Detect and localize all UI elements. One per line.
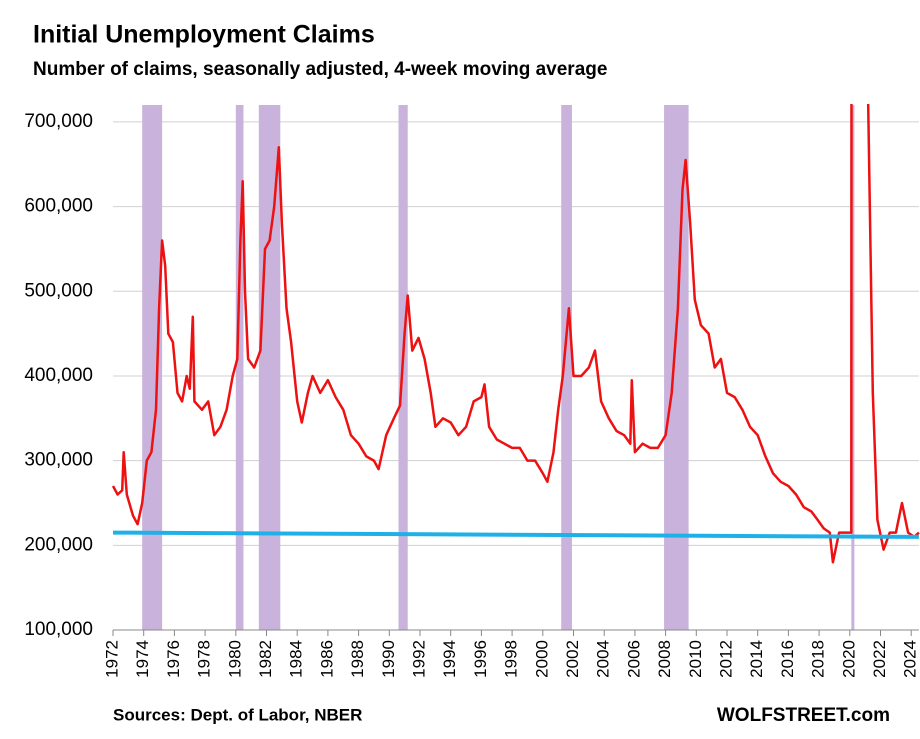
source-note: Sources: Dept. of Labor, NBER xyxy=(113,705,362,724)
brand: WOLFSTREET.com xyxy=(717,705,890,726)
recession-band xyxy=(258,105,281,630)
x-tick-label: 2014 xyxy=(747,640,766,678)
x-tick-label: 1972 xyxy=(102,640,121,678)
x-tick-label: 2006 xyxy=(624,640,643,678)
x-tick-label: 2010 xyxy=(686,640,705,678)
y-tick-label: 700,000 xyxy=(24,111,93,132)
x-tick-label: 1984 xyxy=(287,640,306,678)
x-tick-label: 2024 xyxy=(901,640,920,678)
recession-band xyxy=(664,105,689,630)
x-tick-label: 1980 xyxy=(225,640,244,678)
x-tick-label: 1998 xyxy=(502,640,521,678)
x-tick-label: 1994 xyxy=(440,640,459,678)
x-tick-label: 1974 xyxy=(133,640,152,678)
x-tick-label: 2016 xyxy=(778,640,797,678)
x-tick-label: 1992 xyxy=(409,640,428,678)
recession-band xyxy=(561,105,572,630)
recession-band xyxy=(851,105,855,630)
chart-title: Initial Unemployment Claims xyxy=(33,21,375,49)
x-tick-label: 1990 xyxy=(379,640,398,678)
x-tick-label: 2020 xyxy=(839,640,858,678)
y-tick-label: 100,000 xyxy=(24,619,93,640)
x-tick-label: 2008 xyxy=(655,640,674,678)
x-tick-label: 1976 xyxy=(164,640,183,678)
x-tick-label: 2000 xyxy=(532,640,551,678)
y-tick-label: 400,000 xyxy=(24,365,93,386)
y-tick-label: 300,000 xyxy=(24,450,93,471)
x-tick-label: 1996 xyxy=(471,640,490,678)
series-line xyxy=(112,530,919,539)
x-tick-label: 1978 xyxy=(195,640,214,678)
x-tick-label: 2022 xyxy=(870,640,889,678)
y-tick-label: 500,000 xyxy=(24,280,93,301)
x-tick-label: 1982 xyxy=(256,640,275,678)
recession-band xyxy=(235,105,244,630)
y-tick-label: 200,000 xyxy=(24,534,93,555)
x-tick-label: 2002 xyxy=(563,640,582,678)
y-tick-label: 600,000 xyxy=(24,196,93,217)
x-tick-label: 2012 xyxy=(716,640,735,678)
recession-band xyxy=(142,105,163,630)
plot-lines xyxy=(112,104,920,564)
series-line xyxy=(112,104,920,564)
x-tick-label: 2018 xyxy=(809,640,828,678)
x-tick-label: 1988 xyxy=(348,640,367,678)
x-tick-label: 1986 xyxy=(317,640,336,678)
x-tick-label: 2004 xyxy=(594,640,613,678)
chart-subtitle: Number of claims, seasonally adjusted, 4… xyxy=(33,59,607,80)
